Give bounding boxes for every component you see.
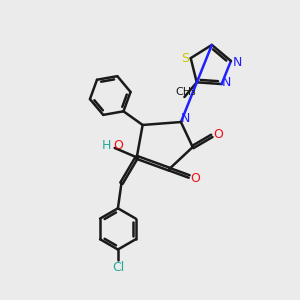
Text: Cl: Cl	[112, 261, 124, 274]
Text: N: N	[181, 112, 190, 125]
Text: CH₃: CH₃	[176, 87, 196, 97]
Text: O: O	[113, 139, 123, 152]
Text: S: S	[182, 52, 189, 64]
Text: O: O	[190, 172, 200, 185]
Text: O: O	[213, 128, 223, 141]
Text: N: N	[222, 76, 232, 89]
Text: H: H	[102, 139, 111, 152]
Text: N: N	[233, 56, 242, 69]
